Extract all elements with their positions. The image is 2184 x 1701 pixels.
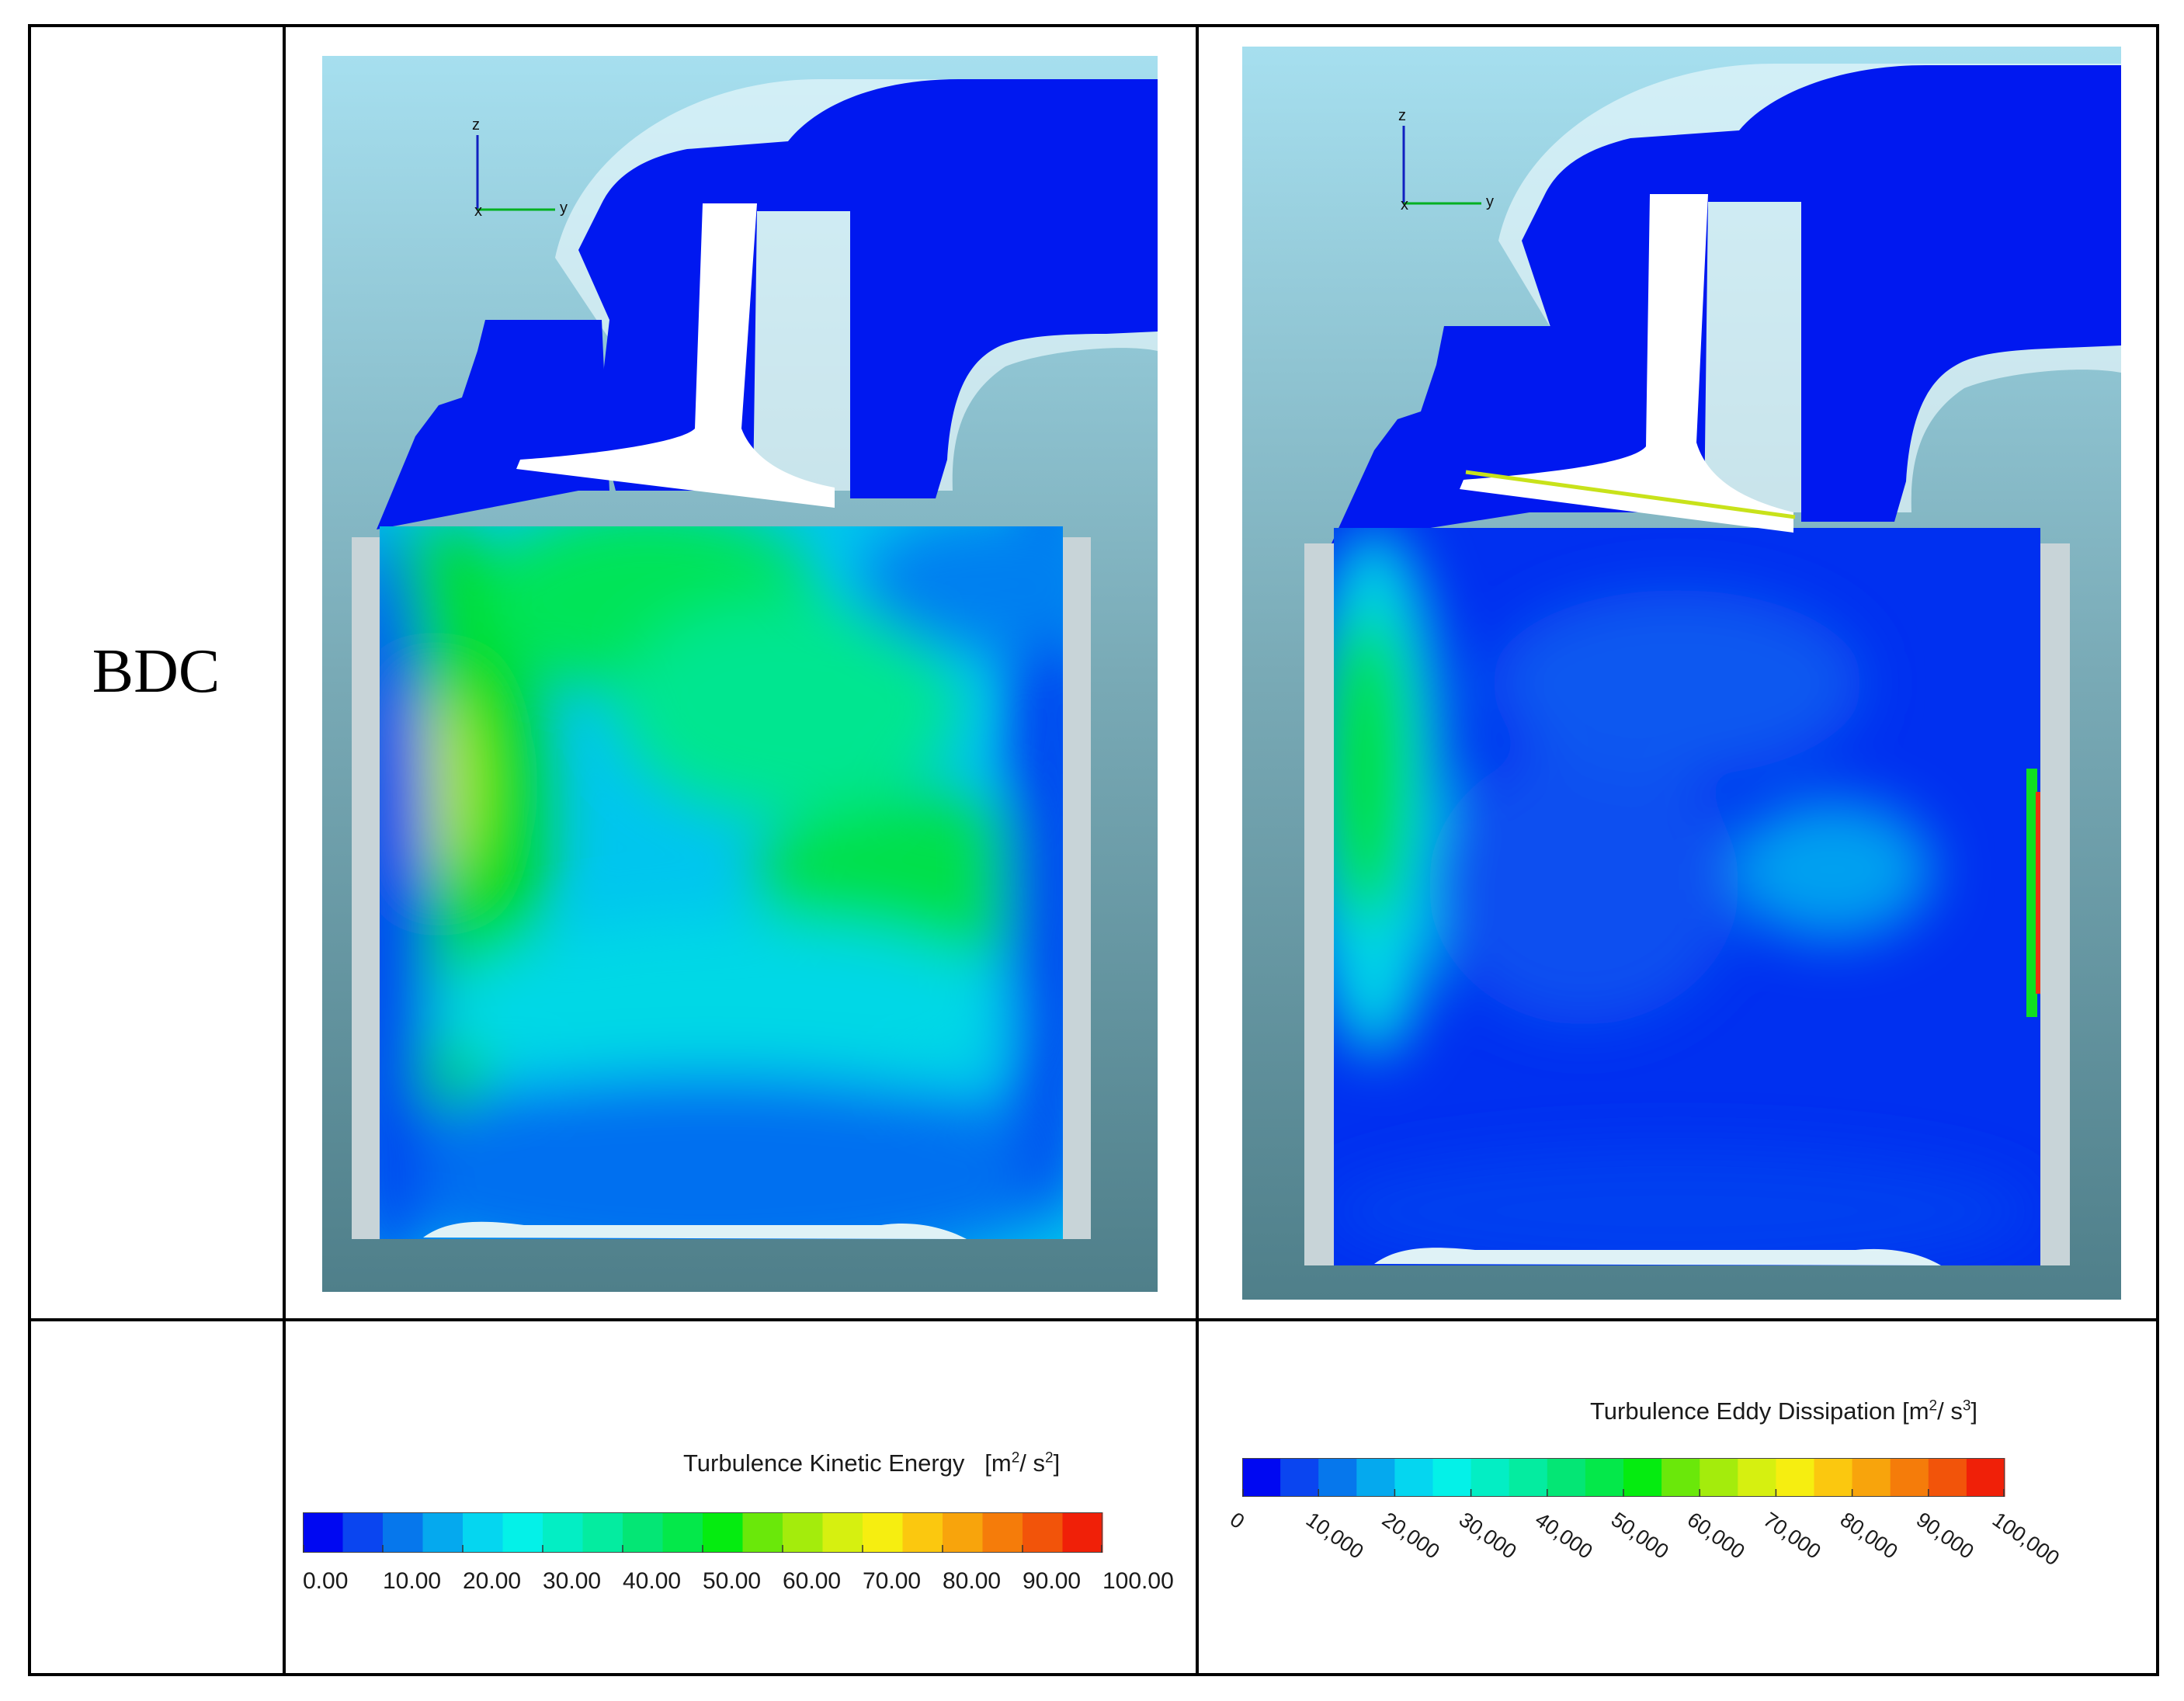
colorbar-segment (1062, 1512, 1103, 1553)
colorbar-segment (1966, 1458, 2005, 1497)
axis-x-label: x (474, 203, 482, 220)
colorbar-segment (1547, 1458, 1586, 1497)
tke-colorbar (303, 1512, 1103, 1553)
axis-y-label: y (560, 200, 568, 217)
colorbar-segment (1394, 1458, 1433, 1497)
colorbar-segment (502, 1512, 543, 1553)
ted-contour-panel: z x y (1242, 47, 2121, 1300)
colorbar-segment (863, 1512, 903, 1553)
colorbar-segment (1356, 1458, 1395, 1497)
axis-z-label-right: z (1398, 107, 1406, 124)
colorbar-segment (623, 1512, 663, 1553)
colorbar-tick-label: 80.00 (943, 1568, 1002, 1594)
colorbar-segment (982, 1512, 1023, 1553)
colorbar-tick-label: 50.00 (703, 1568, 762, 1594)
colorbar-tick-label: 0.00 (303, 1568, 349, 1594)
colorbar-segment (1280, 1458, 1319, 1497)
colorbar-tick-label: 40.00 (623, 1568, 682, 1594)
stage-label-bdc: BDC (92, 637, 220, 706)
colorbar-segment (742, 1512, 783, 1553)
colorbar-segment (703, 1512, 743, 1553)
colorbar-tick-label: 10.00 (383, 1568, 442, 1594)
colorbar-segment (1242, 1458, 1281, 1497)
colorbar-segment (822, 1512, 863, 1553)
axis-y-label-right: y (1486, 193, 1494, 210)
colorbar-segment (303, 1512, 343, 1553)
tke-contour-panel: z x y (322, 56, 1158, 1292)
tke-legend-title: Turbulence Kinetic Energy [m2/ s2] (683, 1449, 1061, 1477)
colorbar-segment (1776, 1458, 1814, 1497)
colorbar-tick-label: 90.00 (1023, 1568, 1082, 1594)
colorbar-segment (543, 1512, 583, 1553)
colorbar-segment (902, 1512, 943, 1553)
colorbar-segment (1509, 1458, 1548, 1497)
ted-legend-title: Turbulence Eddy Dissipation [m2/ s3] (1590, 1397, 1978, 1425)
colorbar-segment (342, 1512, 384, 1553)
colorbar-tick-label: 20.00 (463, 1568, 522, 1594)
colorbar-segment (1432, 1458, 1472, 1497)
colorbar-segment (1852, 1458, 1891, 1497)
colorbar-segment (1738, 1458, 1776, 1497)
colorbar-segment (1928, 1458, 1967, 1497)
colorbar-segment (1661, 1458, 1700, 1497)
colorbar-tick-label: 30.00 (543, 1568, 602, 1594)
colorbar-tick-label: 100.00 (1102, 1568, 1174, 1594)
colorbar-segment (1318, 1458, 1357, 1497)
colorbar-segment (422, 1512, 464, 1553)
axis-z-label: z (472, 116, 480, 134)
colorbar-tick-label: 60.00 (783, 1568, 842, 1594)
colorbar-segment (662, 1512, 703, 1553)
colorbar-segment (1585, 1458, 1624, 1497)
colorbar-segment (463, 1512, 503, 1553)
colorbar-tick-label: 70.00 (863, 1568, 922, 1594)
ted-colorbar (1242, 1458, 2005, 1497)
colorbar-segment (1470, 1458, 1510, 1497)
colorbar-segment (1814, 1458, 1853, 1497)
colorbar-segment (943, 1512, 983, 1553)
colorbar-segment (1890, 1458, 1929, 1497)
colorbar-segment (783, 1512, 823, 1553)
colorbar-segment (1700, 1458, 1738, 1497)
colorbar-segment (582, 1512, 623, 1553)
colorbar-segment (1623, 1458, 1662, 1497)
colorbar-segment (1023, 1512, 1063, 1553)
axis-x-label-right: x (1401, 196, 1408, 213)
colorbar-segment (383, 1512, 423, 1553)
